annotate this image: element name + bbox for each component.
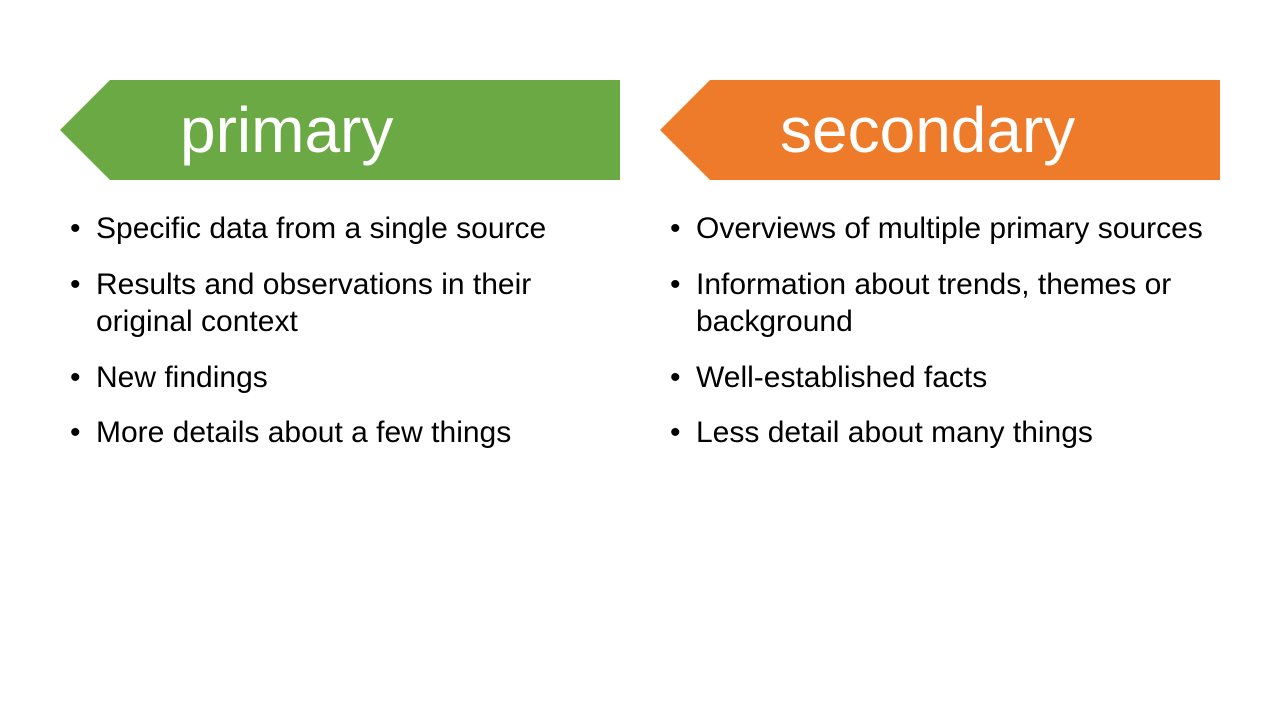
list-item: Well-established facts [670,359,1220,397]
chevron-left-icon [660,80,710,180]
secondary-bullet-list: Overviews of multiple primary sources In… [660,210,1220,452]
comparison-slide: primary Specific data from a single sour… [0,0,1280,720]
primary-column: primary Specific data from a single sour… [60,80,620,470]
columns-container: primary Specific data from a single sour… [60,80,1220,470]
secondary-arrow-wrap: secondary [710,80,1220,180]
list-item: Results and observations in their origin… [70,266,620,341]
primary-arrow-wrap: primary [110,80,620,180]
list-item: More details about a few things [70,414,620,452]
list-item: Overviews of multiple primary sources [670,210,1220,248]
primary-arrow-label: primary [110,80,620,180]
list-item: New findings [70,359,620,397]
secondary-column: secondary Overviews of multiple primary … [660,80,1220,470]
secondary-arrow-label: secondary [710,80,1220,180]
list-item: Less detail about many things [670,414,1220,452]
chevron-left-icon [60,80,110,180]
primary-bullet-list: Specific data from a single source Resul… [60,210,620,452]
list-item: Specific data from a single source [70,210,620,248]
primary-heading-text: primary [180,94,393,166]
list-item: Information about trends, themes or back… [670,266,1220,341]
secondary-heading-text: secondary [780,94,1075,166]
